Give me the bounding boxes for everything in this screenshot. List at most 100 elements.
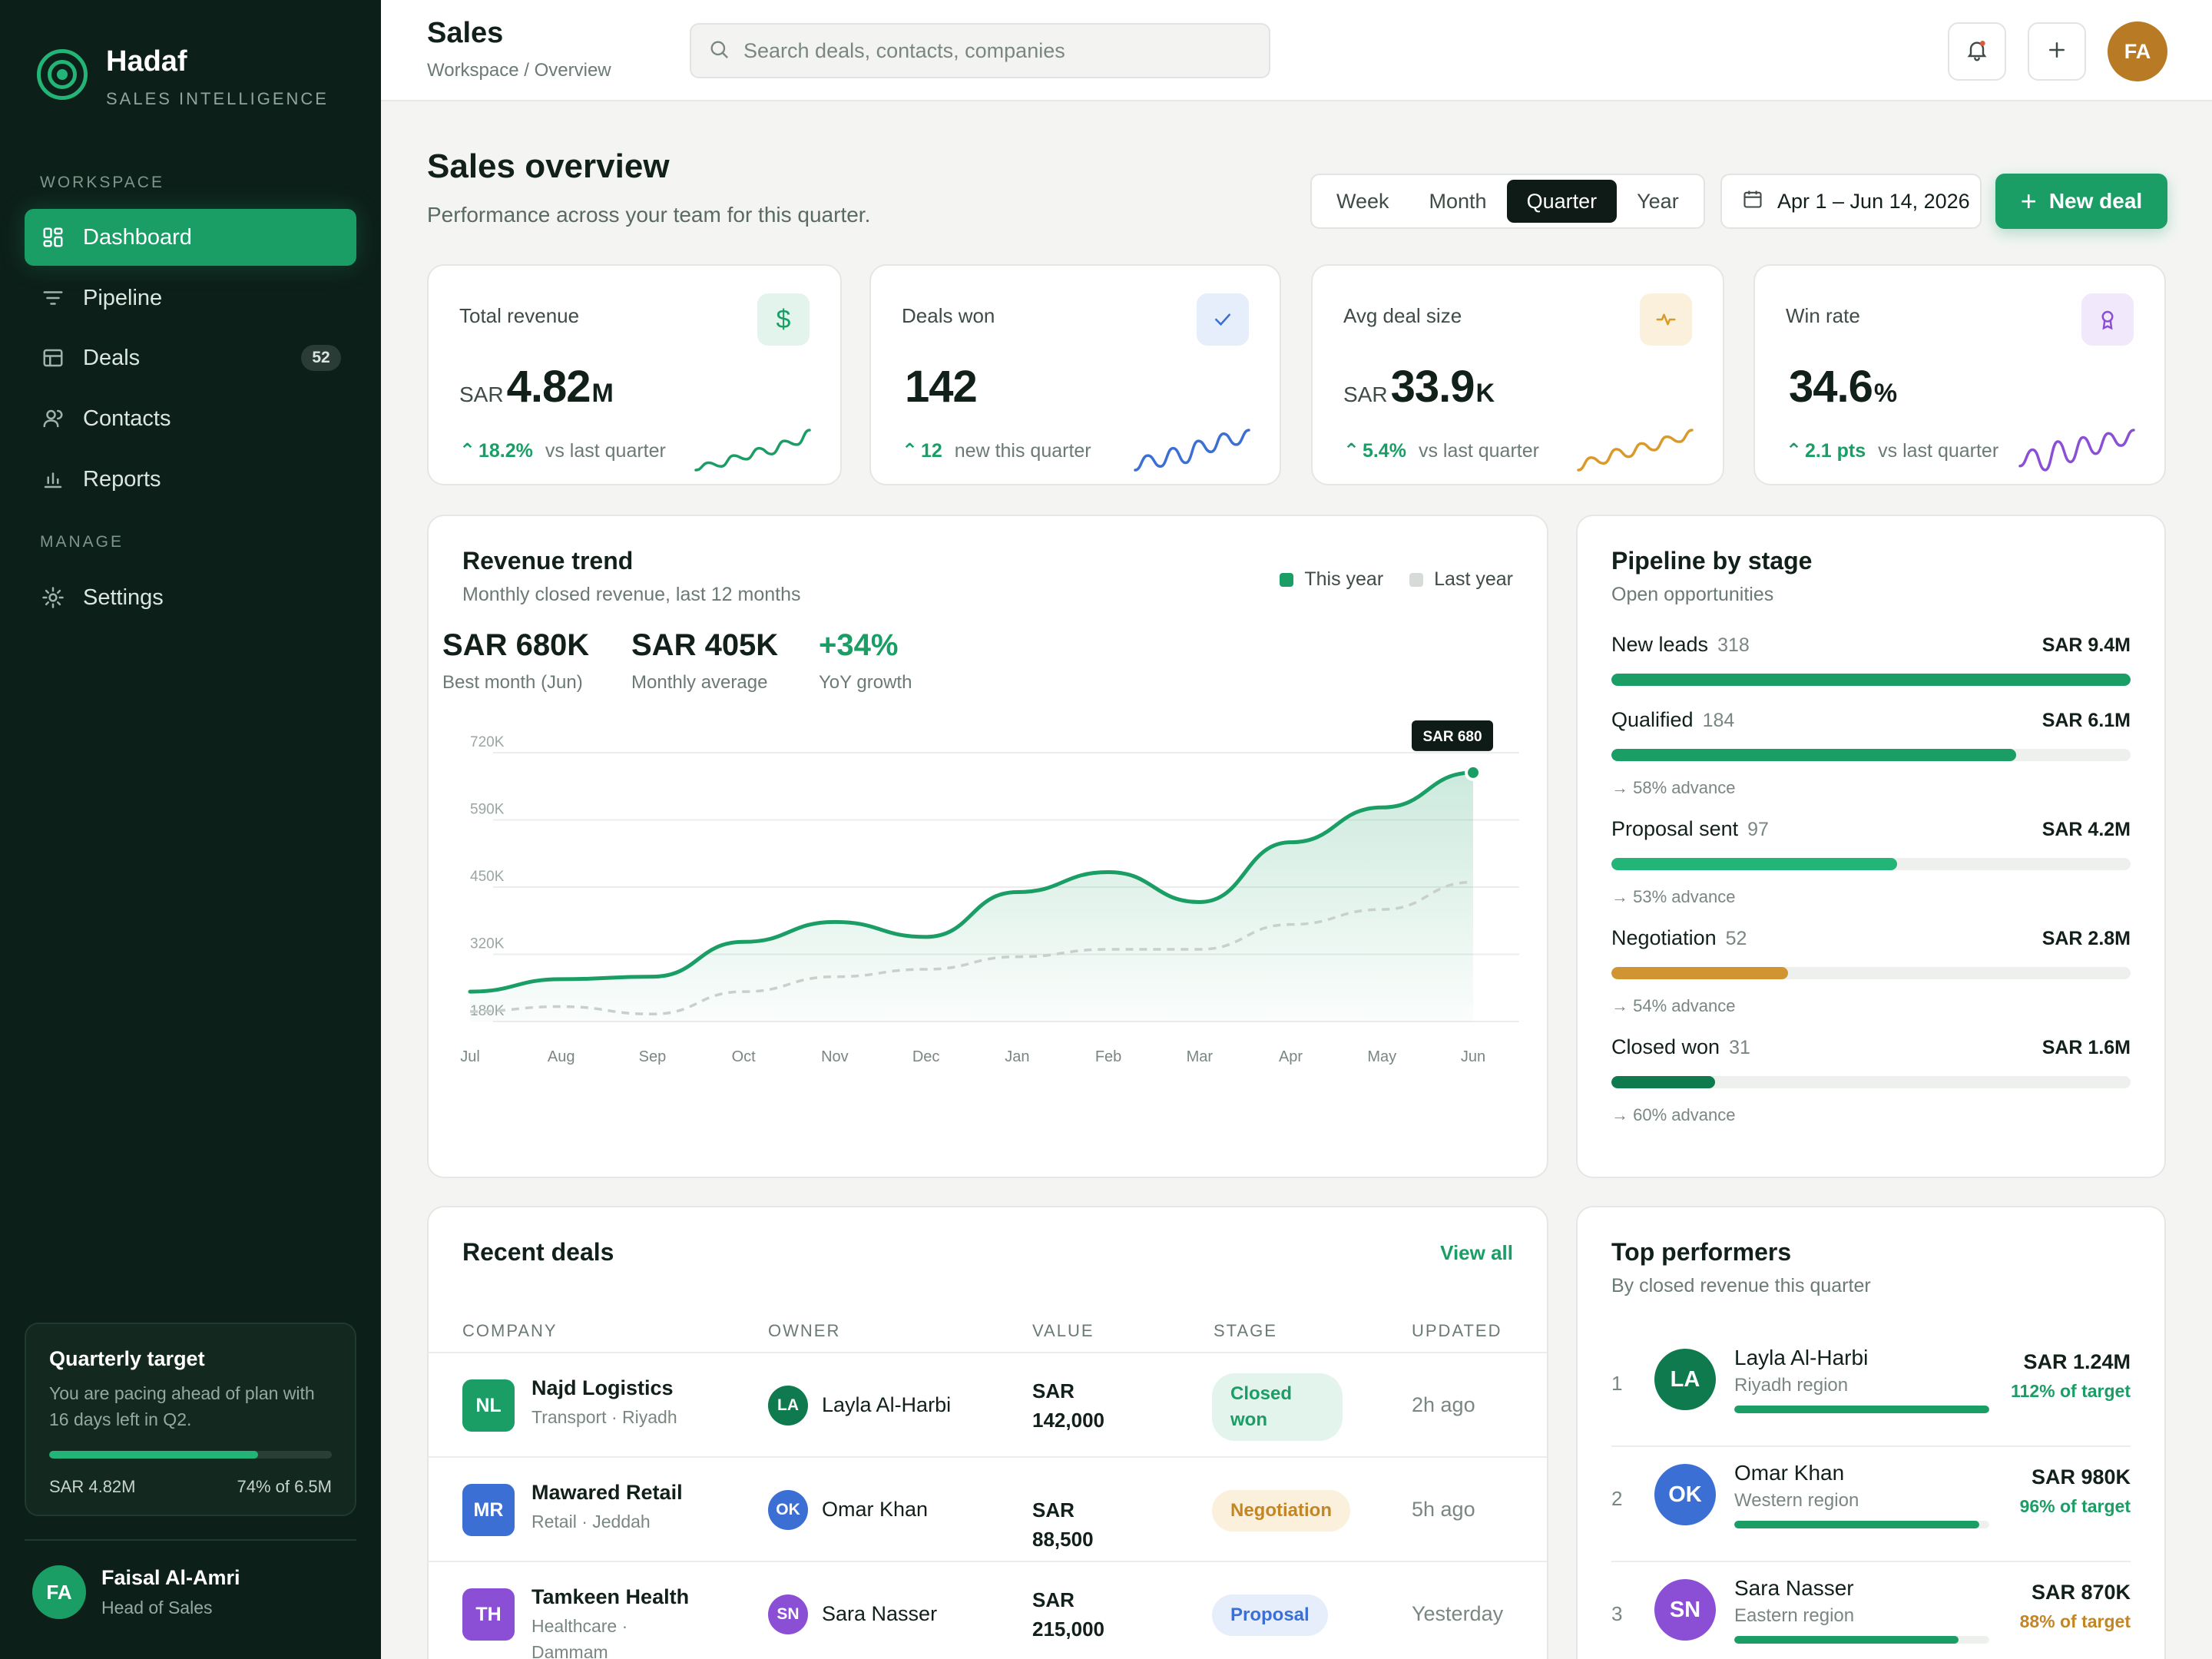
x-tick-label: Jan: [1005, 1048, 1029, 1065]
deals-count-badge: 52: [301, 345, 341, 371]
y-tick-label: 720K: [470, 734, 505, 750]
card-subtitle: Open opportunities: [1611, 584, 1774, 605]
column-header[interactable]: VALUE: [1032, 1321, 1094, 1340]
sidebar-item-contacts[interactable]: Contacts: [25, 390, 356, 447]
status-badge: Closed won: [1212, 1373, 1343, 1441]
performer-region: Eastern region: [1734, 1605, 1855, 1626]
table-row[interactable]: NL Najd Logistics Transport · Riyadh LA Layl…: [429, 1353, 1547, 1458]
revenue-chart[interactable]: 720K590K450K320K180KJulAugSepOctNovDecJa…: [447, 720, 1525, 1151]
arrow-right-icon: →: [1611, 887, 1634, 906]
user-profile[interactable]: FA Faisal Al-Amri Head of Sales: [32, 1565, 240, 1619]
search-input[interactable]: [743, 38, 1235, 63]
company-name[interactable]: Mawared Retail: [531, 1481, 683, 1504]
award-icon: [2081, 293, 2134, 346]
new-deal-button[interactable]: + New deal: [1995, 174, 2167, 229]
performer-target: 88% of target: [2019, 1611, 2131, 1631]
avatar: OK: [1654, 1464, 1716, 1525]
card-title: Top performers: [1611, 1238, 1792, 1266]
view-all-link[interactable]: View all: [1440, 1241, 1513, 1264]
gear-icon: [40, 584, 66, 611]
chevron-up-icon: ⌃: [459, 440, 475, 462]
company-meta: Transport · Riyadh: [531, 1407, 677, 1427]
kpi-card-total-revenue[interactable]: Total revenue $ SAR 4.82 M ⌃ 18.2% vs last q…: [427, 264, 842, 485]
period-year[interactable]: Year: [1637, 189, 1679, 213]
column-header[interactable]: UPDATED: [1412, 1321, 1502, 1340]
pipeline-stage[interactable]: Qualified 184 SAR 6.1M → 58% advance: [1611, 708, 2131, 798]
brand[interactable]: Hadaf SALES INTELLIGENCE: [37, 43, 329, 109]
sidebar-item-settings[interactable]: Settings: [25, 569, 356, 626]
performer-progress-fill: [1734, 1521, 1979, 1528]
pulse-icon: [1640, 293, 1692, 346]
sparkline: [694, 429, 811, 472]
notifications-button[interactable]: [1948, 22, 2006, 81]
bar-chart-icon: [40, 466, 66, 492]
page-section-title: Sales: [427, 17, 504, 49]
card-title: Recent deals: [462, 1238, 614, 1266]
stage-advance: → 60% advance: [1611, 1105, 1736, 1124]
kpi-suffix: M: [591, 379, 614, 408]
x-tick-label: Aug: [548, 1048, 575, 1065]
target-description: You are pacing ahead of plan with 16 day…: [49, 1383, 315, 1429]
sidebar-item-pipeline[interactable]: Pipeline: [25, 270, 356, 326]
table-row[interactable]: MR Mawared Retail Retail · Jeddah OK Omar Kh…: [429, 1458, 1547, 1562]
pipeline-stage[interactable]: Negotiation 52 SAR 2.8M → 54% advance: [1611, 926, 2131, 1016]
column-header[interactable]: STAGE: [1214, 1321, 1277, 1340]
page-title: Sales overview: [427, 147, 670, 185]
sidebar-item-dashboard[interactable]: Dashboard: [25, 209, 356, 266]
series-line-last-year[interactable]: [469, 880, 1474, 1016]
sidebar-item-deals[interactable]: Deals 52: [25, 329, 356, 386]
calendar-icon: [1742, 188, 1763, 215]
avatar[interactable]: FA: [2108, 22, 2167, 81]
add-button[interactable]: [2028, 22, 2086, 81]
kpi-suffix: K: [1475, 379, 1495, 408]
period-quarter[interactable]: Quarter: [1506, 180, 1618, 223]
kpi-card-win-rate[interactable]: Win rate 34.6% ⌃ 2.1 pts vs last quarter: [1753, 264, 2166, 485]
period-week[interactable]: Week: [1336, 189, 1389, 213]
list-item[interactable]: 3 SN Sara Nasser Eastern region SAR 870K 88% …: [1611, 1571, 2131, 1659]
x-tick-label: Jun: [1461, 1048, 1485, 1065]
status-badge: Negotiation: [1212, 1490, 1350, 1532]
stage-count: 184: [1702, 710, 1735, 731]
rank: 3: [1611, 1602, 1623, 1625]
kpi-card-avg-deal-size[interactable]: Avg deal size SAR 33.9 K ⌃ 5.4% vs last quar…: [1311, 264, 1724, 485]
table-row[interactable]: TH Tamkeen Health Healthcare · Dammam SN Sar…: [429, 1562, 1547, 1659]
date-range-picker[interactable]: Apr 1 – Jun 14, 2026: [1720, 174, 1982, 229]
pipeline-stage[interactable]: New leads 318 SAR 9.4M: [1611, 633, 2131, 686]
sidebar-item-reports[interactable]: Reports: [25, 451, 356, 508]
series-line-this-year[interactable]: [468, 770, 1475, 994]
pipeline-stage[interactable]: Proposal sent 97 SAR 4.2M → 53% advance: [1611, 817, 2131, 907]
search-box[interactable]: [690, 23, 1270, 78]
data-point[interactable]: [1465, 763, 1482, 781]
deal-value: SAR 215,000: [1032, 1588, 1104, 1641]
sparkline-path: [1134, 429, 1250, 472]
legend-this-year[interactable]: This year: [1280, 568, 1383, 591]
bell-icon: [1965, 38, 1989, 66]
company-logo: MR: [462, 1484, 515, 1536]
list-item[interactable]: 2 OK Omar Khan Western region SAR 980K 96% of…: [1611, 1456, 2131, 1564]
date-range-label: Apr 1 – Jun 14, 2026: [1777, 189, 1970, 213]
status-badge: Proposal: [1212, 1594, 1328, 1636]
stage-name: Qualified: [1611, 708, 1694, 731]
x-tick-label: Apr: [1279, 1048, 1303, 1065]
kpi-delta: 12: [920, 439, 942, 462]
stage-count: 318: [1717, 634, 1750, 656]
deal-value: SAR 88,500: [1032, 1498, 1094, 1551]
column-header[interactable]: COMPANY: [462, 1321, 558, 1340]
column-header[interactable]: OWNER: [768, 1321, 841, 1340]
breadcrumb: Workspace / Overview: [427, 60, 611, 81]
target-progress-fill: [49, 1451, 259, 1459]
chevron-up-icon: ⌃: [902, 440, 918, 462]
company-name[interactable]: Tamkeen Health: [531, 1585, 690, 1608]
avatar: LA: [1654, 1349, 1716, 1410]
kpi-card-deals-won[interactable]: Deals won 142 ⌃ 12 new this quarter: [869, 264, 1281, 485]
period-month[interactable]: Month: [1429, 189, 1487, 213]
pipeline-stage[interactable]: Closed won 31 SAR 1.6M → 60% advance: [1611, 1035, 2131, 1125]
sparkline-path: [1577, 429, 1694, 472]
legend-last-year[interactable]: Last year: [1409, 568, 1513, 591]
company-name[interactable]: Najd Logistics: [531, 1376, 674, 1399]
sidebar-item-label: Contacts: [83, 406, 171, 431]
stage-bar-fill: [1611, 858, 1897, 870]
list-item[interactable]: 1 LA Layla Al-Harbi Riyadh region SAR 1.24M 1…: [1611, 1341, 2131, 1449]
company-logo: TH: [462, 1588, 515, 1641]
company-meta: Retail · Jeddah: [531, 1512, 651, 1532]
